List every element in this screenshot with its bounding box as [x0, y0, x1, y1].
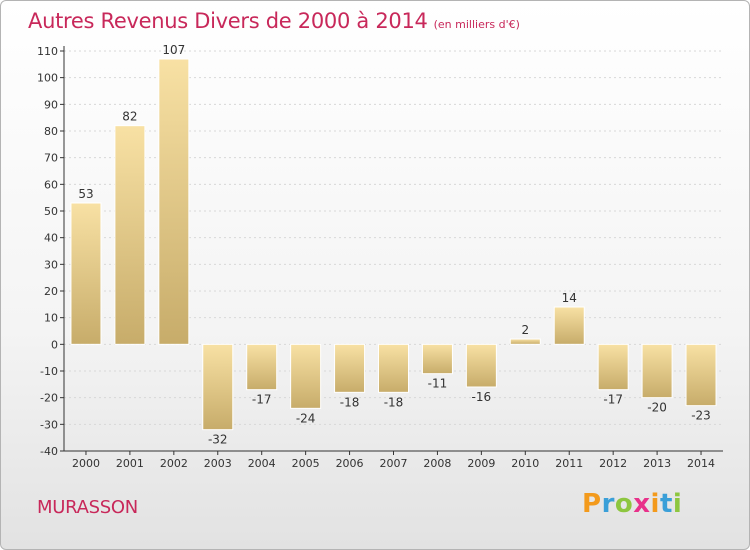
x-tick-label: 2006: [336, 457, 364, 470]
x-tick-label: 2003: [204, 457, 232, 470]
y-tick-label: 50: [44, 205, 58, 218]
data-label: 14: [562, 291, 577, 305]
data-label: -32: [208, 433, 228, 447]
data-label: 82: [122, 110, 137, 124]
logo-letter: r: [601, 489, 615, 519]
y-tick-label: 110: [37, 45, 58, 58]
logo-letter: i: [672, 489, 683, 519]
data-label: 2: [521, 323, 529, 337]
bar: [465, 343, 497, 388]
bar: [421, 343, 453, 375]
bar: [70, 202, 102, 345]
x-tick-label: 2008: [423, 457, 451, 470]
x-tick-label: 2014: [687, 457, 715, 470]
bar: [290, 343, 322, 409]
x-tick-label: 2005: [292, 457, 320, 470]
bar: [553, 306, 585, 345]
y-tick-label: 80: [44, 125, 58, 138]
bar: [246, 343, 278, 391]
y-tick-label: 60: [44, 178, 58, 191]
x-tick-label: 2011: [555, 457, 583, 470]
data-label: 53: [78, 187, 93, 201]
bar: [334, 343, 366, 393]
bar: [202, 343, 234, 431]
y-tick-label: -40: [40, 445, 58, 458]
y-tick-label: 10: [44, 312, 58, 325]
data-label: -18: [340, 395, 360, 409]
y-tick-label: 0: [51, 338, 58, 351]
bar: [114, 125, 146, 345]
data-label: -23: [691, 409, 711, 423]
x-tick-label: 2002: [160, 457, 188, 470]
logo-letter: P: [582, 489, 602, 519]
y-tick-label: -30: [40, 418, 58, 431]
y-tick-label: 20: [44, 285, 58, 298]
data-label: -24: [296, 411, 316, 425]
y-tick-label: 40: [44, 232, 58, 245]
y-tick-label: 100: [37, 72, 58, 85]
chart-title-text: Autres Revenus Divers de 2000 à 2014: [28, 9, 428, 33]
bar: [378, 343, 409, 393]
bar: [641, 343, 673, 399]
data-label: -20: [647, 401, 667, 415]
data-label: -11: [428, 377, 448, 391]
data-label: -17: [252, 393, 272, 407]
chart-title: Autres Revenus Divers de 2000 à 2014 (en …: [28, 9, 520, 33]
x-tick-label: 2001: [116, 457, 144, 470]
y-tick-label: -10: [40, 365, 58, 378]
bar: [685, 343, 717, 407]
chart-unit: (en milliers d'€): [433, 18, 520, 31]
bar: [158, 58, 190, 345]
y-tick-label: -20: [40, 392, 58, 405]
logo-letter: o: [614, 489, 634, 519]
proxiti-logo: Proxiti: [582, 489, 682, 519]
data-label: -18: [384, 395, 404, 409]
x-tick-label: 2007: [380, 457, 408, 470]
data-label: -17: [603, 393, 623, 407]
x-tick-label: 2012: [599, 457, 627, 470]
x-tick-label: 2004: [248, 457, 276, 470]
y-tick-label: 30: [44, 258, 58, 271]
y-tick-label: 70: [44, 152, 58, 165]
data-label: -16: [472, 390, 492, 404]
bar: [597, 343, 629, 391]
x-tick-label: 2010: [511, 457, 539, 470]
y-tick-label: 90: [44, 98, 58, 111]
x-tick-label: 2013: [643, 457, 671, 470]
x-tick-label: 2000: [72, 457, 100, 470]
x-tick-label: 2009: [467, 457, 495, 470]
logo-letter: i: [650, 489, 660, 519]
logo-letter: t: [659, 489, 673, 519]
bar: [509, 338, 541, 345]
data-label: 107: [162, 43, 185, 57]
logo-letter: x: [633, 489, 651, 519]
commune-name: MURASSON: [37, 497, 138, 518]
